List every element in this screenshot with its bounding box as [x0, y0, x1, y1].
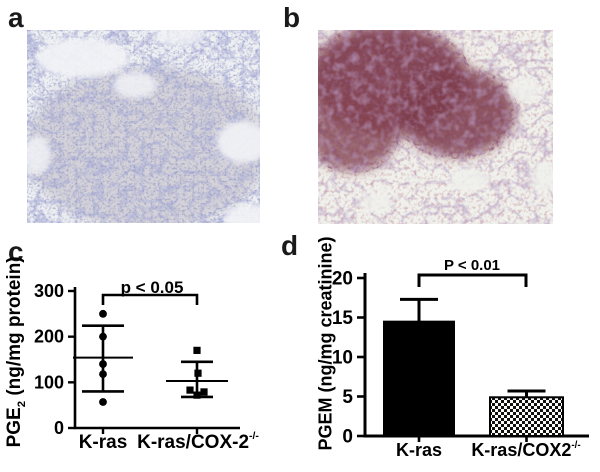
significance-label: P < 0.01	[444, 257, 500, 274]
significance-label: p < 0.05	[121, 278, 184, 297]
d-group-label-kras-cox2-text: K-ras/COX2	[471, 440, 572, 460]
y-tick-label: 200	[34, 327, 64, 347]
data-point-square	[200, 388, 208, 396]
d-group-label-kras-cox2-superscript: -/-	[571, 439, 581, 451]
y-tick-label: 15	[332, 308, 354, 329]
airspaces	[27, 30, 260, 223]
significance-bracket	[417, 273, 528, 287]
d-group-label-kras-text: K-ras	[395, 440, 443, 460]
c-group-label-kras-cox2-text: K-ras/COX-2	[137, 432, 250, 453]
data-point-square	[193, 346, 201, 354]
data-point-square	[193, 391, 201, 399]
y-tick-label: 100	[34, 372, 64, 392]
c-group-label-kras-cox2: K-ras/COX-2-/-	[123, 431, 273, 454]
airspaces	[360, 78, 553, 212]
panel-label-c: c	[8, 236, 24, 267]
panel-label-d: d	[281, 230, 299, 261]
scatter-plot: 0 100 200 300 p < 0.05	[34, 278, 240, 438]
data-point-circle	[99, 370, 107, 379]
bar-kras-cox2	[489, 396, 564, 437]
c-y-axis-label: PGE2 (ng/mg protein)	[4, 232, 28, 472]
panel-label-a: a	[8, 2, 24, 33]
data-point-square	[186, 386, 194, 394]
y-tick-label: 0	[54, 418, 64, 438]
y-tick-label: 5	[342, 387, 353, 408]
c-group-label-kras-cox2-superscript: -/-	[249, 431, 259, 443]
c-y-axis-label-text: PGE	[4, 407, 26, 448]
histology-image-b	[318, 30, 553, 224]
data-point-circle	[99, 309, 107, 318]
y-tick-label: 0	[342, 427, 353, 448]
bar-kras	[383, 320, 455, 436]
panel-label-b: b	[283, 2, 301, 33]
c-group-label-kras-text: K-ras	[78, 432, 128, 453]
d-y-axis-label-text: PGEM (ng/mg creatinine)	[315, 236, 336, 451]
data-point-circle	[99, 398, 107, 406]
d-group-label-kras-cox2: K-ras/COX2-/-	[451, 440, 600, 461]
d-y-axis-label: PGEM (ng/mg creatinine)	[316, 224, 337, 464]
pge2-scatter-chart: 0 100 200 300 p < 0.05	[34, 278, 240, 438]
pgem-bar-chart: 0 5 10 15 20 P < 0.01	[332, 257, 589, 448]
d-group-label-kras: K-ras	[359, 440, 479, 461]
y-tick-label: 10	[332, 348, 353, 369]
data-point-square	[194, 369, 202, 377]
y-tick-label: 20	[332, 269, 353, 290]
c-y-axis-label-units: (ng/mg protein)	[4, 256, 26, 401]
c-y-axis-label-subscript: 2	[15, 400, 28, 408]
c-group-label-kras: K-ras	[43, 432, 163, 454]
bar-plot: 0 5 10 15 20 P < 0.01	[332, 257, 589, 448]
histology-image-a	[27, 30, 260, 223]
significance-bracket	[101, 293, 199, 305]
y-tick-label: 300	[34, 281, 64, 301]
data-point-circle	[99, 332, 107, 341]
data-point-circle	[99, 360, 107, 368]
